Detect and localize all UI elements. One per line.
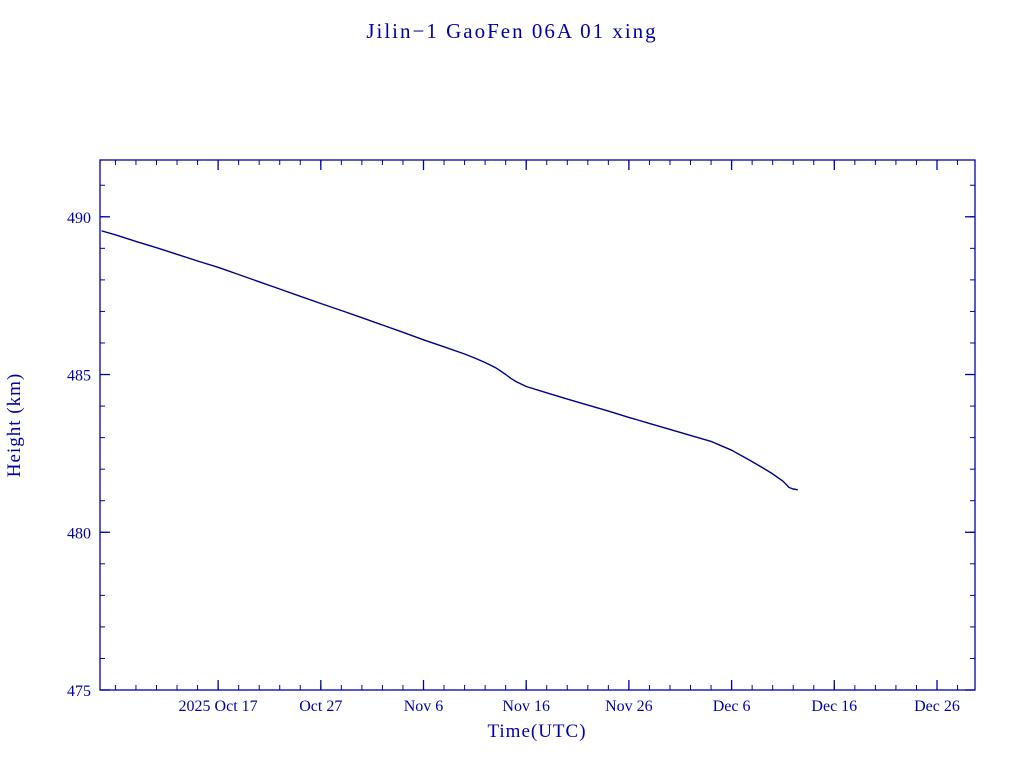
x-tick-label: Dec 6 xyxy=(713,698,751,715)
y-tick-label: 485 xyxy=(67,368,91,385)
x-tick-label: Nov 16 xyxy=(502,698,550,715)
x-tick-label: Nov 26 xyxy=(605,698,653,715)
x-tick-label: Nov 6 xyxy=(404,698,444,715)
y-tick-label: 490 xyxy=(67,210,91,227)
x-tick-label: Dec 26 xyxy=(914,698,960,715)
x-tick-label: 2025 Oct 17 xyxy=(179,698,258,715)
height-series-line xyxy=(101,230,798,491)
y-tick-label: 475 xyxy=(67,683,91,700)
x-tick-label: Dec 16 xyxy=(811,698,857,715)
axis-box xyxy=(99,159,976,691)
y-axis-label: Height (km) xyxy=(4,373,25,477)
plot-area: 2025 Oct 17 Oct 27 Nov 6 Nov 16 Nov 26 Dec 6 D… xyxy=(67,159,976,715)
x-tick-label: Oct 27 xyxy=(299,698,342,715)
chart-title: Jilin−1 GaoFen 06A 01 xing xyxy=(366,19,657,43)
y-tick-label: 480 xyxy=(67,525,91,542)
x-axis-label: Time(UTC) xyxy=(487,721,586,742)
